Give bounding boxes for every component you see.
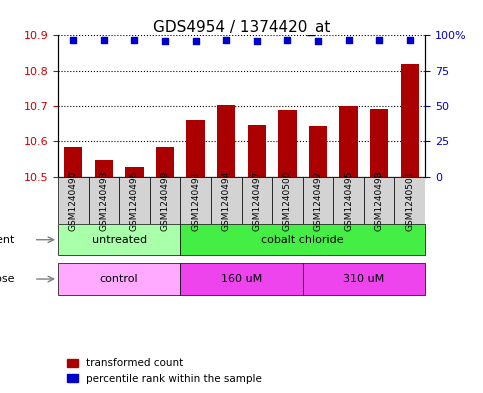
- Text: 310 uM: 310 uM: [343, 274, 384, 284]
- FancyBboxPatch shape: [180, 224, 425, 255]
- Point: [130, 37, 138, 43]
- Bar: [340, 106, 358, 177]
- Bar: [309, 126, 327, 177]
- FancyBboxPatch shape: [88, 177, 119, 224]
- Text: cobalt chloride: cobalt chloride: [261, 235, 344, 245]
- FancyBboxPatch shape: [272, 177, 303, 224]
- Point: [375, 37, 383, 43]
- Bar: [125, 167, 143, 177]
- Point: [253, 38, 261, 44]
- Text: GSM1240495: GSM1240495: [344, 170, 353, 231]
- Bar: [186, 119, 205, 177]
- Text: GSM1240500: GSM1240500: [283, 170, 292, 231]
- FancyBboxPatch shape: [211, 177, 242, 224]
- Bar: [64, 147, 83, 177]
- Legend: transformed count, percentile rank within the sample: transformed count, percentile rank withi…: [63, 354, 266, 388]
- Text: dose: dose: [0, 274, 14, 284]
- Point: [192, 38, 199, 44]
- Point: [222, 37, 230, 43]
- FancyBboxPatch shape: [180, 263, 303, 295]
- Text: GDS4954 / 1374420_at: GDS4954 / 1374420_at: [153, 20, 330, 36]
- Text: GSM1240498: GSM1240498: [375, 170, 384, 231]
- FancyBboxPatch shape: [395, 177, 425, 224]
- FancyBboxPatch shape: [364, 177, 395, 224]
- Point: [406, 37, 413, 43]
- Text: control: control: [100, 274, 139, 284]
- Point: [284, 37, 291, 43]
- Text: agent: agent: [0, 235, 14, 245]
- Text: untreated: untreated: [92, 235, 147, 245]
- Point: [100, 37, 108, 43]
- Text: GSM1240499: GSM1240499: [160, 170, 170, 231]
- FancyBboxPatch shape: [58, 177, 88, 224]
- Text: GSM1240490: GSM1240490: [69, 170, 78, 231]
- Text: GSM1240492: GSM1240492: [313, 170, 323, 231]
- FancyBboxPatch shape: [180, 177, 211, 224]
- Text: GSM1240497: GSM1240497: [252, 170, 261, 231]
- Point: [314, 38, 322, 44]
- Bar: [278, 110, 297, 177]
- FancyBboxPatch shape: [303, 177, 333, 224]
- Text: GSM1240491: GSM1240491: [191, 170, 200, 231]
- Text: GSM1240496: GSM1240496: [130, 170, 139, 231]
- Bar: [400, 64, 419, 177]
- FancyBboxPatch shape: [58, 263, 180, 295]
- FancyBboxPatch shape: [119, 177, 150, 224]
- Text: GSM1240493: GSM1240493: [99, 170, 108, 231]
- Bar: [370, 109, 388, 177]
- Bar: [248, 125, 266, 177]
- Text: GSM1240494: GSM1240494: [222, 170, 231, 231]
- Bar: [217, 105, 235, 177]
- Point: [345, 37, 353, 43]
- FancyBboxPatch shape: [242, 177, 272, 224]
- FancyBboxPatch shape: [303, 263, 425, 295]
- Point: [70, 37, 77, 43]
- FancyBboxPatch shape: [150, 177, 180, 224]
- Text: 160 uM: 160 uM: [221, 274, 262, 284]
- Bar: [95, 160, 113, 177]
- Point: [161, 38, 169, 44]
- Bar: [156, 147, 174, 177]
- Text: GSM1240501: GSM1240501: [405, 170, 414, 231]
- FancyBboxPatch shape: [333, 177, 364, 224]
- FancyBboxPatch shape: [58, 224, 180, 255]
